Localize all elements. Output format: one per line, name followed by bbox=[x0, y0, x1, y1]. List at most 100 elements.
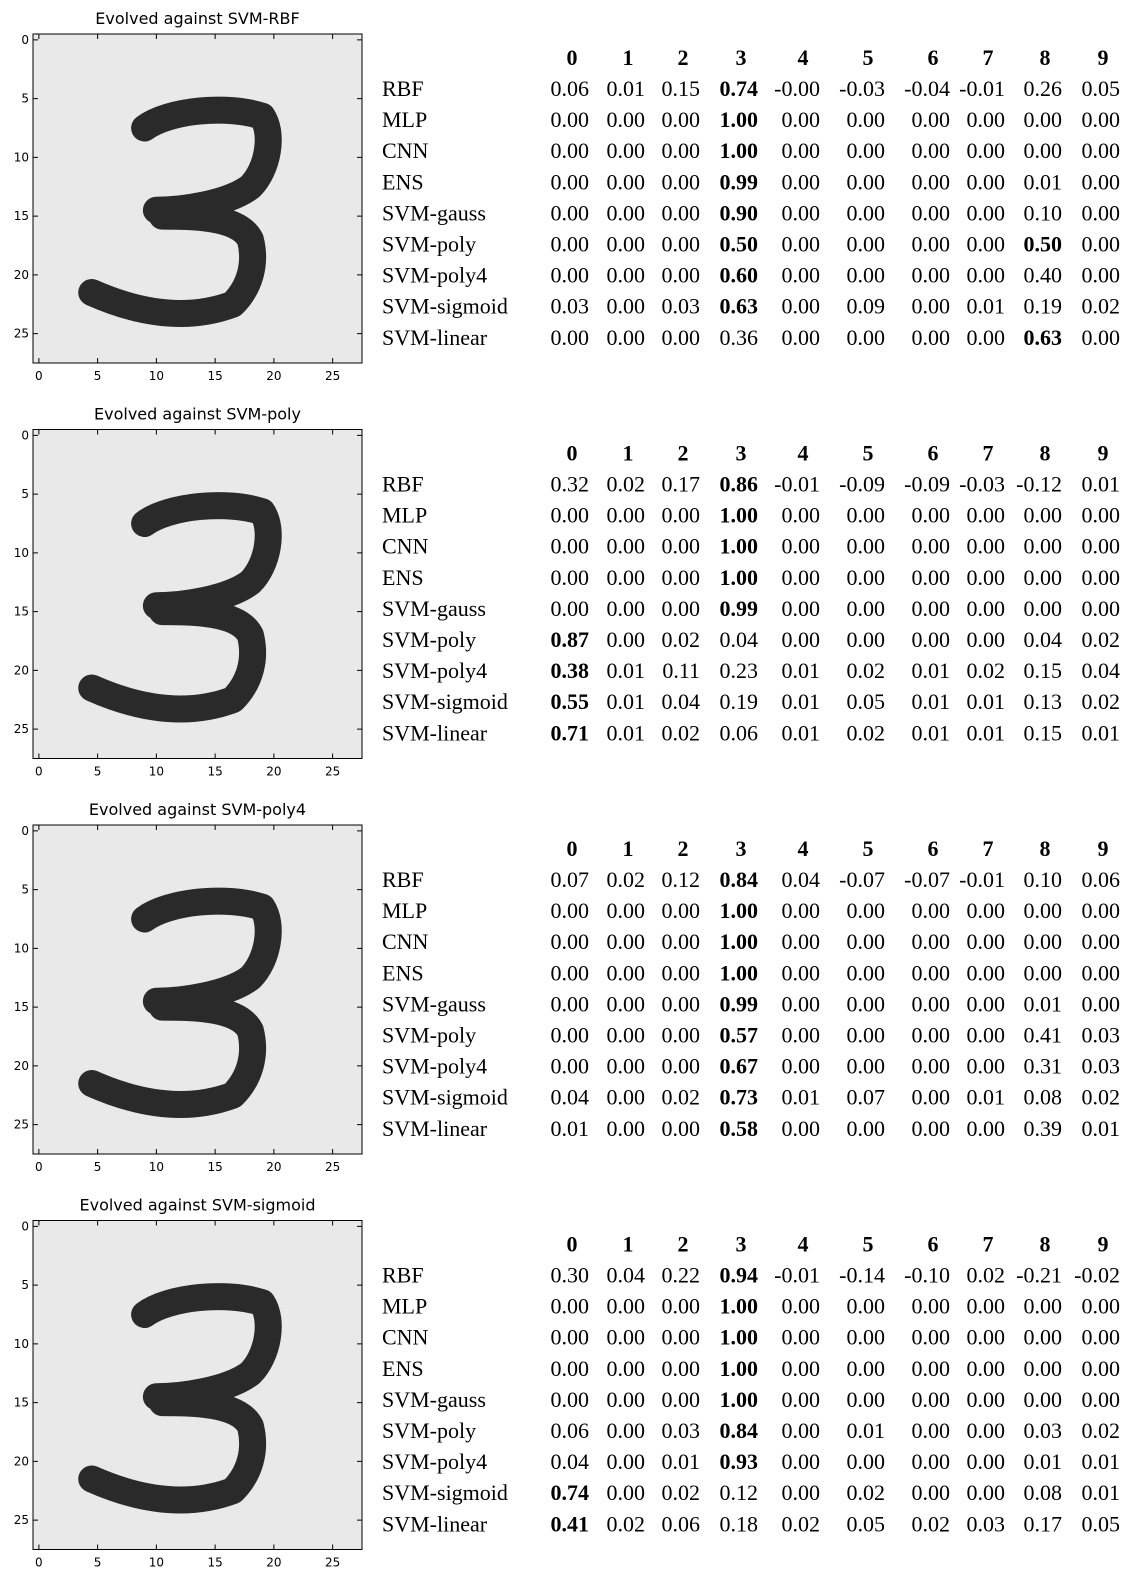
cell: 0.04 bbox=[782, 867, 821, 892]
cell: 0.60 bbox=[720, 263, 759, 288]
cell: 0.86 bbox=[720, 472, 759, 497]
cell: 0.00 bbox=[1082, 232, 1121, 257]
x-tick-label: 25 bbox=[325, 765, 340, 779]
column-header: 6 bbox=[928, 45, 939, 70]
cell: -0.03 bbox=[839, 76, 885, 101]
cell: 0.00 bbox=[607, 991, 646, 1016]
cell: 0.02 bbox=[967, 1263, 1006, 1288]
cell: 0.00 bbox=[662, 107, 701, 132]
cell: 0.00 bbox=[607, 325, 646, 350]
cell: 0.00 bbox=[607, 503, 646, 528]
cell: 0.00 bbox=[847, 1325, 886, 1350]
row-label: MLP bbox=[382, 1294, 427, 1319]
cell: 0.00 bbox=[662, 960, 701, 985]
cell: -0.02 bbox=[1074, 1263, 1120, 1288]
cell: 0.00 bbox=[912, 960, 951, 985]
cell: 0.06 bbox=[662, 1511, 701, 1536]
cell: 0.00 bbox=[912, 1356, 951, 1381]
cell: 0.00 bbox=[607, 1116, 646, 1141]
cell: 0.00 bbox=[1024, 107, 1063, 132]
cell: 0.00 bbox=[967, 1294, 1006, 1319]
cell: 0.00 bbox=[1082, 1356, 1121, 1381]
cell: 0.00 bbox=[912, 1054, 951, 1079]
digit-image bbox=[33, 1221, 362, 1550]
cell: 0.12 bbox=[662, 867, 701, 892]
cell: 0.00 bbox=[662, 565, 701, 590]
y-tick-label: 15 bbox=[14, 605, 29, 619]
x-tick-label: 15 bbox=[207, 1160, 222, 1174]
row-label: SVM-poly bbox=[382, 1418, 476, 1443]
cell: 0.00 bbox=[912, 1023, 951, 1048]
cell: 0.00 bbox=[607, 107, 646, 132]
cell: 0.01 bbox=[967, 1085, 1006, 1110]
cell: 0.00 bbox=[967, 169, 1006, 194]
cell: 0.06 bbox=[551, 1418, 590, 1443]
column-header: 4 bbox=[798, 1232, 809, 1257]
x-tick-label: 20 bbox=[266, 1556, 281, 1570]
cell: 0.18 bbox=[720, 1511, 759, 1536]
x-tick-label: 25 bbox=[325, 1160, 340, 1174]
cell: 0.00 bbox=[662, 991, 701, 1016]
cell: 1.00 bbox=[720, 138, 759, 163]
cell: 0.00 bbox=[912, 107, 951, 132]
cell: 0.02 bbox=[1082, 1418, 1121, 1443]
cell: 0.00 bbox=[607, 534, 646, 559]
row-label: SVM-gauss bbox=[382, 991, 486, 1016]
cell: 0.00 bbox=[607, 960, 646, 985]
cell: 0.00 bbox=[607, 1449, 646, 1474]
cell: 0.03 bbox=[662, 294, 701, 319]
cell: 0.31 bbox=[1024, 1054, 1063, 1079]
y-tick-label: 15 bbox=[14, 1000, 29, 1014]
cell: 0.00 bbox=[967, 232, 1006, 257]
cell: 0.00 bbox=[782, 1356, 821, 1381]
cell: 0.00 bbox=[551, 596, 590, 621]
cell: 0.58 bbox=[720, 1116, 759, 1141]
cell: 0.00 bbox=[1082, 534, 1121, 559]
cell: 0.15 bbox=[1024, 720, 1063, 745]
cell: 0.00 bbox=[912, 898, 951, 923]
cell: 0.94 bbox=[720, 1263, 759, 1288]
cell: -0.01 bbox=[959, 867, 1005, 892]
cell: 0.00 bbox=[847, 325, 886, 350]
cell: 0.00 bbox=[847, 1387, 886, 1412]
cell: 1.00 bbox=[720, 534, 759, 559]
row-label: SVM-poly4 bbox=[382, 1054, 487, 1079]
cell: 0.00 bbox=[912, 1085, 951, 1110]
panel-title: Evolved against SVM-RBF bbox=[95, 9, 299, 28]
column-header: 4 bbox=[798, 441, 809, 466]
cell: -0.09 bbox=[904, 472, 950, 497]
cell: 0.09 bbox=[847, 294, 886, 319]
cell: 0.04 bbox=[662, 689, 701, 714]
cell: 0.57 bbox=[720, 1023, 759, 1048]
column-header: 7 bbox=[983, 836, 994, 861]
cell: 0.00 bbox=[607, 294, 646, 319]
y-tick-label: 20 bbox=[14, 1059, 29, 1073]
cell: 0.63 bbox=[720, 294, 759, 319]
cell: 0.00 bbox=[847, 503, 886, 528]
cell: 0.04 bbox=[551, 1449, 590, 1474]
y-tick-label: 20 bbox=[14, 268, 29, 282]
cell: 0.00 bbox=[551, 200, 590, 225]
cell: 0.00 bbox=[551, 1387, 590, 1412]
cell: 0.00 bbox=[912, 627, 951, 652]
cell: 0.00 bbox=[551, 263, 590, 288]
cell: 0.00 bbox=[662, 200, 701, 225]
y-tick-label: 20 bbox=[14, 1454, 29, 1468]
cell: 0.00 bbox=[1024, 1387, 1063, 1412]
cell: 0.00 bbox=[967, 1116, 1006, 1141]
cell: 0.00 bbox=[847, 596, 886, 621]
cell: 0.99 bbox=[720, 596, 759, 621]
cell: 0.15 bbox=[662, 76, 701, 101]
cell: 0.87 bbox=[551, 627, 590, 652]
cell: 0.00 bbox=[967, 1054, 1006, 1079]
cell: 0.00 bbox=[967, 325, 1006, 350]
cell: 0.00 bbox=[551, 1054, 590, 1079]
row-label: MLP bbox=[382, 898, 427, 923]
cell: 0.00 bbox=[1082, 138, 1121, 163]
y-tick-label: 10 bbox=[14, 150, 29, 164]
row-label: RBF bbox=[382, 1263, 424, 1288]
x-tick-label: 15 bbox=[207, 1556, 222, 1570]
cell: 0.11 bbox=[662, 658, 700, 683]
cell: 0.00 bbox=[967, 1325, 1006, 1350]
x-tick-label: 15 bbox=[207, 369, 222, 383]
